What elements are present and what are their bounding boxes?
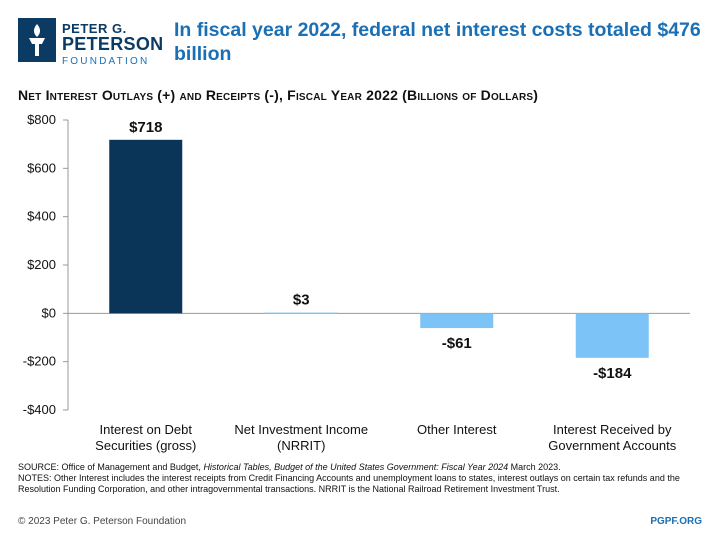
source-prefix: SOURCE: Office of Management and Budget,	[18, 462, 204, 472]
category-label: (NRRIT)	[277, 438, 325, 453]
category-label: Interest on Debt	[100, 422, 193, 437]
data-label: $718	[129, 119, 162, 136]
logo-text-line2: PETERSON	[62, 34, 164, 54]
y-tick-label: -$400	[23, 402, 56, 417]
y-tick-label: $600	[27, 160, 56, 175]
category-label: Government Accounts	[548, 438, 676, 453]
y-tick-label: -$200	[23, 354, 56, 369]
bars	[109, 139, 649, 358]
notes-line: NOTES: Other Interest includes the inter…	[18, 473, 680, 494]
logo-text-line1: PETER G.	[62, 21, 127, 36]
y-tick-label: $200	[27, 257, 56, 272]
source-line: SOURCE: Office of Management and Budget,…	[18, 462, 704, 473]
source-suffix: March 2023.	[508, 462, 561, 472]
chart-title: Net Interest Outlays (+) and Receipts (-…	[18, 87, 539, 103]
data-labels: $718 $3 -$61 -$184	[129, 119, 632, 382]
category-label: Interest Received by	[553, 422, 672, 437]
logo-text-line3: FOUNDATION	[62, 56, 150, 67]
category-label: Securities (gross)	[95, 438, 196, 453]
bar	[264, 312, 338, 314]
y-tick-label: $0	[42, 305, 56, 320]
pgpf-logo[interactable]: PETER G. PETERSON FOUNDATION	[18, 18, 163, 67]
bar	[575, 313, 649, 358]
category-label: Net Investment Income	[234, 422, 368, 437]
y-tick-label: $400	[27, 209, 56, 224]
data-label: $3	[293, 292, 310, 309]
data-label: -$184	[593, 365, 632, 382]
bar-chart: $800 $600 $400 $200 $0 -$200 -$400 $718 $3 -$61 -…	[23, 112, 690, 453]
source-notes: SOURCE: Office of Management and Budget,…	[18, 462, 704, 495]
source-title: Historical Tables, Budget of the United …	[203, 462, 509, 472]
headline: In fiscal year 2022, federal net interes…	[174, 19, 701, 65]
torch-logo-icon	[18, 18, 56, 62]
copyright: © 2023 Peter G. Peterson Foundation	[18, 516, 187, 527]
bar	[109, 139, 183, 314]
header: PETER G. PETERSON FOUNDATION In fiscal y…	[0, 0, 720, 78]
site-link[interactable]: PGPF.ORG	[650, 516, 702, 527]
bar	[420, 313, 494, 329]
data-label: -$61	[442, 335, 472, 352]
category-label: Other Interest	[417, 422, 497, 437]
y-tick-label: $800	[27, 112, 56, 127]
